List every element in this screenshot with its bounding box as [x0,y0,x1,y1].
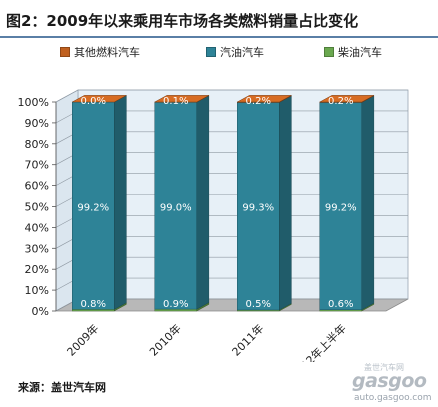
y-tick-label: 10% [25,284,49,297]
watermark-logo: gasgoo [352,370,427,392]
y-tick-label: 40% [25,221,49,234]
bar-segment [319,95,375,311]
x-tick-label: 2011年 [229,321,266,358]
y-tick-label: 100% [18,96,49,109]
x-tick-label: 2010年 [146,321,183,358]
bar-top [237,95,292,103]
y-tick-label: 90% [25,117,49,130]
watermark-url: auto.gasgoo.com [354,393,432,403]
y-tick-label: 70% [25,159,49,172]
y-tick-label: 30% [25,242,49,255]
data-label: 0.8% [81,299,106,310]
y-tick-label: 60% [25,180,49,193]
bar-segment [154,302,210,312]
bar-front [72,101,115,310]
bar-front [154,101,197,310]
bar-top [154,95,209,103]
gridline [55,89,408,103]
legend-swatch-gasoline [206,47,216,57]
data-label: 0.5% [246,299,271,310]
bar-side [361,95,375,311]
bar-top [72,95,127,103]
data-label: 0.6% [328,299,353,310]
bar-segment [319,94,375,103]
data-label: 0.0% [81,96,106,107]
legend-label-diesel: 柴油汽车 [338,46,382,59]
data-label: 0.2% [246,96,271,107]
bar-segment [154,94,210,103]
bar-side [196,95,210,310]
legend-item-diesel: 柴油汽车 [324,44,382,60]
data-label: 99.2% [325,203,357,214]
legend-label-gasoline: 汽油汽车 [220,46,264,59]
chart-legend: 其他燃料汽车 汽油汽车 柴油汽车 [0,44,438,60]
bar-segment [237,94,292,103]
legend-swatch-other-fuel [60,47,70,57]
bar-segment [72,95,127,103]
bar-segment [237,95,292,311]
chart-title: 图2：2009年以来乘用车市场各类燃料销量占比变化 [6,12,359,30]
bar-side [279,95,292,311]
data-label: 99.3% [242,203,274,214]
y-tick-label: 0% [32,305,49,318]
y-tick-label: 50% [25,201,49,214]
watermark-chinese-text: 盖世汽车网 [364,363,404,372]
source-note: 来源：盖世汽车网 [18,381,106,394]
bar-segment [154,95,210,310]
bar-top [319,95,374,103]
data-label: 0.1% [163,96,188,107]
stacked-bar-chart: 0% 10% 20% 30% 40% 50% 60% 70% 80% 90% 100% 0.8% 99.… [18,89,409,362]
legend-swatch-diesel [324,47,334,57]
y-tick-label: 20% [25,263,49,276]
data-label: 0.2% [328,96,353,107]
bar-segment [72,94,127,310]
data-label: 0.9% [163,299,188,310]
legend-item-gasoline: 汽油汽车 [206,44,264,60]
x-tick-label: 2009年 [64,321,101,358]
watermark: 盖世汽车网 gasgoo auto.gasgoo.com [346,362,438,406]
bar-side [114,94,127,310]
legend-label-other-fuel: 其他燃料汽车 [74,46,140,59]
x-tick-label: 2012年上半年 [288,321,349,362]
data-label: 99.0% [160,203,192,214]
data-label: 99.2% [77,203,109,214]
title-bar: 图2：2009年以来乘用车市场各类燃料销量占比变化 [0,0,438,38]
legend-item-other-fuel: 其他燃料汽车 [60,44,140,60]
y-tick-label: 80% [25,138,49,151]
